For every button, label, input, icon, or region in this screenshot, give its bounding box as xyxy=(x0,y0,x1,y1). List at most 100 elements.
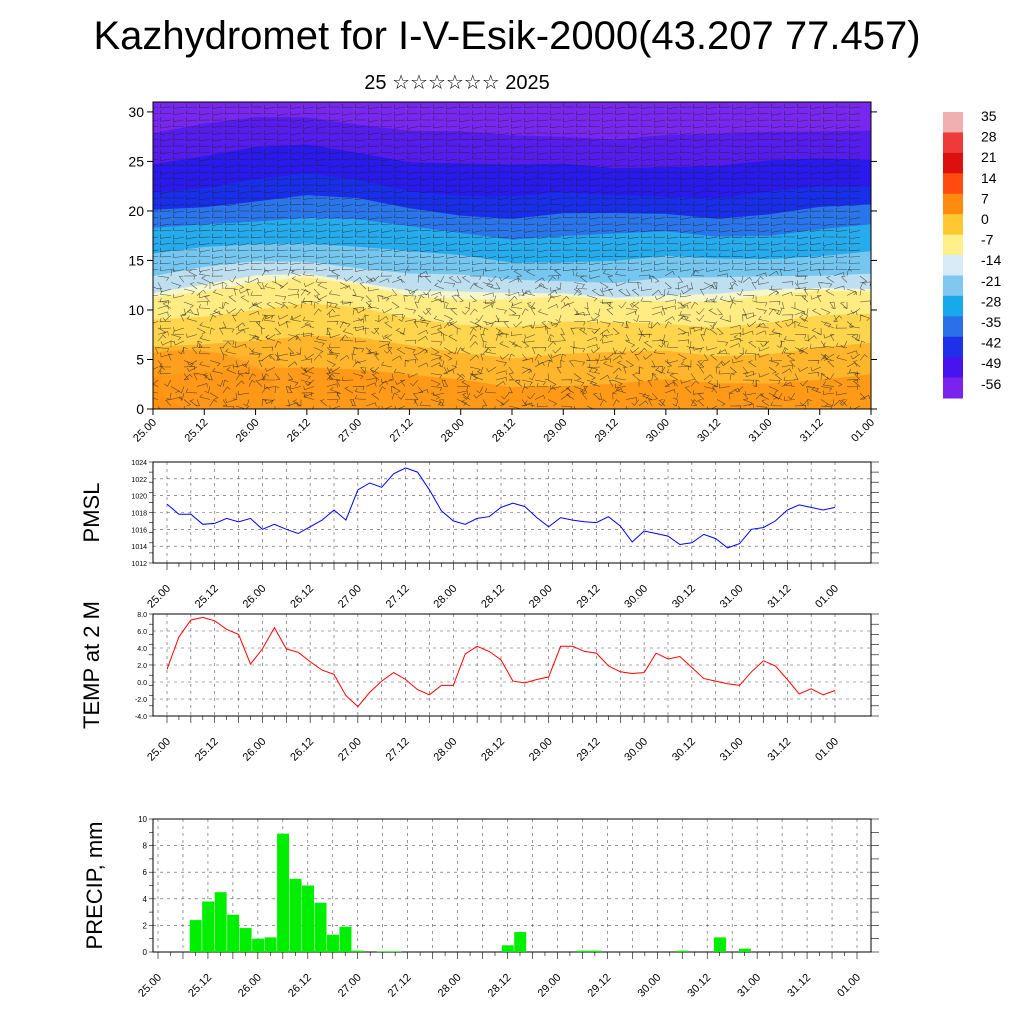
y-tick-label: 30 xyxy=(128,104,144,120)
temp-grid xyxy=(153,613,871,717)
colorbar-label: -7 xyxy=(981,232,994,248)
precip-bar xyxy=(227,914,240,952)
colorbar-swatch xyxy=(943,336,963,358)
y-tick-label: 8 xyxy=(143,842,148,851)
colorbar-swatch xyxy=(943,255,963,276)
y-tick-label: 5 xyxy=(136,351,144,367)
colorbar-swatch xyxy=(943,193,963,215)
x-tick-label: 01.00 xyxy=(849,417,877,445)
x-tick-label: 31.12 xyxy=(798,417,826,445)
x-tick-label: 29.00 xyxy=(527,736,555,764)
pmsl-grid xyxy=(153,461,871,564)
x-tick-label: 27.12 xyxy=(386,972,414,1000)
y-tick-label: 1012 xyxy=(131,561,147,568)
precip-bar xyxy=(576,950,589,952)
x-tick-label: 26.00 xyxy=(236,972,264,1000)
x-tick-label: 25.00 xyxy=(145,583,173,611)
precip-bar xyxy=(676,950,689,952)
temp-series-line xyxy=(166,616,836,708)
colorbar-swatch xyxy=(943,173,963,195)
x-tick-label: 26.12 xyxy=(285,417,313,445)
colorbar-swatch xyxy=(943,316,963,338)
y-tick-label: 10 xyxy=(138,815,147,824)
colorbar-label: 28 xyxy=(981,129,997,145)
colorbar-label: 7 xyxy=(981,190,989,206)
x-tick-label: 31.00 xyxy=(735,972,763,1000)
colorbar-label: -14 xyxy=(981,252,1001,268)
precip-bar xyxy=(376,951,389,952)
y-tick-label: 6 xyxy=(143,868,148,877)
precip-bar xyxy=(738,948,751,952)
colorbar-label: -49 xyxy=(981,355,1001,371)
x-tick-label: 25.12 xyxy=(193,583,221,611)
x-tick-label: 27.00 xyxy=(336,583,364,611)
x-tick-label: 28.12 xyxy=(479,583,507,611)
precip-bar xyxy=(514,932,527,952)
y-tick-label: 6.0 xyxy=(137,629,147,636)
x-tick-label: 28.00 xyxy=(436,972,464,1000)
precip-bar xyxy=(277,833,290,952)
y-tick-label: 0 xyxy=(136,401,144,417)
x-tick-label: 25.12 xyxy=(182,417,210,445)
colorbar-label: 35 xyxy=(981,108,997,124)
x-tick-label: 01.00 xyxy=(813,583,841,611)
colorbar-label: -21 xyxy=(981,273,1001,289)
y-tick-label: 1020 xyxy=(131,494,147,501)
colorbar-label: -56 xyxy=(981,376,1001,392)
x-tick-label: 31.12 xyxy=(785,972,813,1000)
x-tick-label: 30.12 xyxy=(670,736,698,764)
x-tick-label: 26.00 xyxy=(241,583,269,611)
x-tick-label: 01.00 xyxy=(813,736,841,764)
precip-bar xyxy=(189,920,202,952)
precip-bar xyxy=(214,892,227,952)
pmsl-series-line xyxy=(166,467,836,549)
x-tick-label: 26.12 xyxy=(286,972,314,1000)
x-tick-label: 31.12 xyxy=(765,736,793,764)
x-tick-label: 30.12 xyxy=(695,417,723,445)
x-tick-label: 01.00 xyxy=(835,972,863,1000)
x-tick-label: 30.12 xyxy=(685,972,713,1000)
colorbar-label: -28 xyxy=(981,293,1001,309)
colorbar-label: -35 xyxy=(981,314,1001,330)
colorbar-label: 14 xyxy=(981,170,997,186)
precip-bar xyxy=(239,928,252,952)
x-tick-label: 27.12 xyxy=(384,583,412,611)
x-tick-label: 31.12 xyxy=(765,583,793,611)
x-tick-label: 29.12 xyxy=(586,972,614,1000)
y-tick-label: 2.0 xyxy=(137,663,147,670)
x-tick-label: 28.00 xyxy=(431,583,459,611)
colorbar-swatch xyxy=(943,377,963,399)
y-tick-label: 1022 xyxy=(131,477,147,484)
colorbar-swatch xyxy=(943,295,963,317)
x-tick-label: 28.12 xyxy=(486,972,514,1000)
precip-bar xyxy=(501,945,514,952)
x-tick-label: 28.00 xyxy=(431,736,459,764)
x-tick-label: 27.00 xyxy=(336,972,364,1000)
x-tick-label: 28.12 xyxy=(479,736,507,764)
y-tick-label: 4 xyxy=(143,895,148,904)
cross-section-field xyxy=(153,102,871,409)
precip-frame xyxy=(152,818,872,953)
x-tick-label: 27.00 xyxy=(336,736,364,764)
wind-barbs xyxy=(153,103,871,409)
precip-grid xyxy=(153,818,871,953)
colorbar-swatch xyxy=(943,112,963,133)
y-tick-label: 0 xyxy=(143,948,148,957)
precip-bar xyxy=(264,937,277,952)
x-tick-label: 29.00 xyxy=(536,972,564,1000)
page-title: Kazhydromet for I-V-Esik-2000(43.207 77.… xyxy=(93,14,921,58)
y-tick-label: 0.0 xyxy=(137,680,147,687)
x-tick-label: 29.00 xyxy=(527,583,555,611)
y-tick-label: 15 xyxy=(128,252,144,268)
x-tick-label: 30.12 xyxy=(670,583,698,611)
x-tick-label: 25.00 xyxy=(131,417,159,445)
y-tick-label: 20 xyxy=(128,203,144,219)
precip-bar xyxy=(339,926,352,952)
colorbar-swatch xyxy=(943,357,963,379)
colorbar-label: -42 xyxy=(981,335,1001,351)
pmsl-ylabel: PMSL xyxy=(79,483,104,543)
precip-bar xyxy=(314,902,327,952)
temp-ylabel: TEMP at 2 M xyxy=(79,601,104,729)
precip-bar xyxy=(351,950,364,952)
